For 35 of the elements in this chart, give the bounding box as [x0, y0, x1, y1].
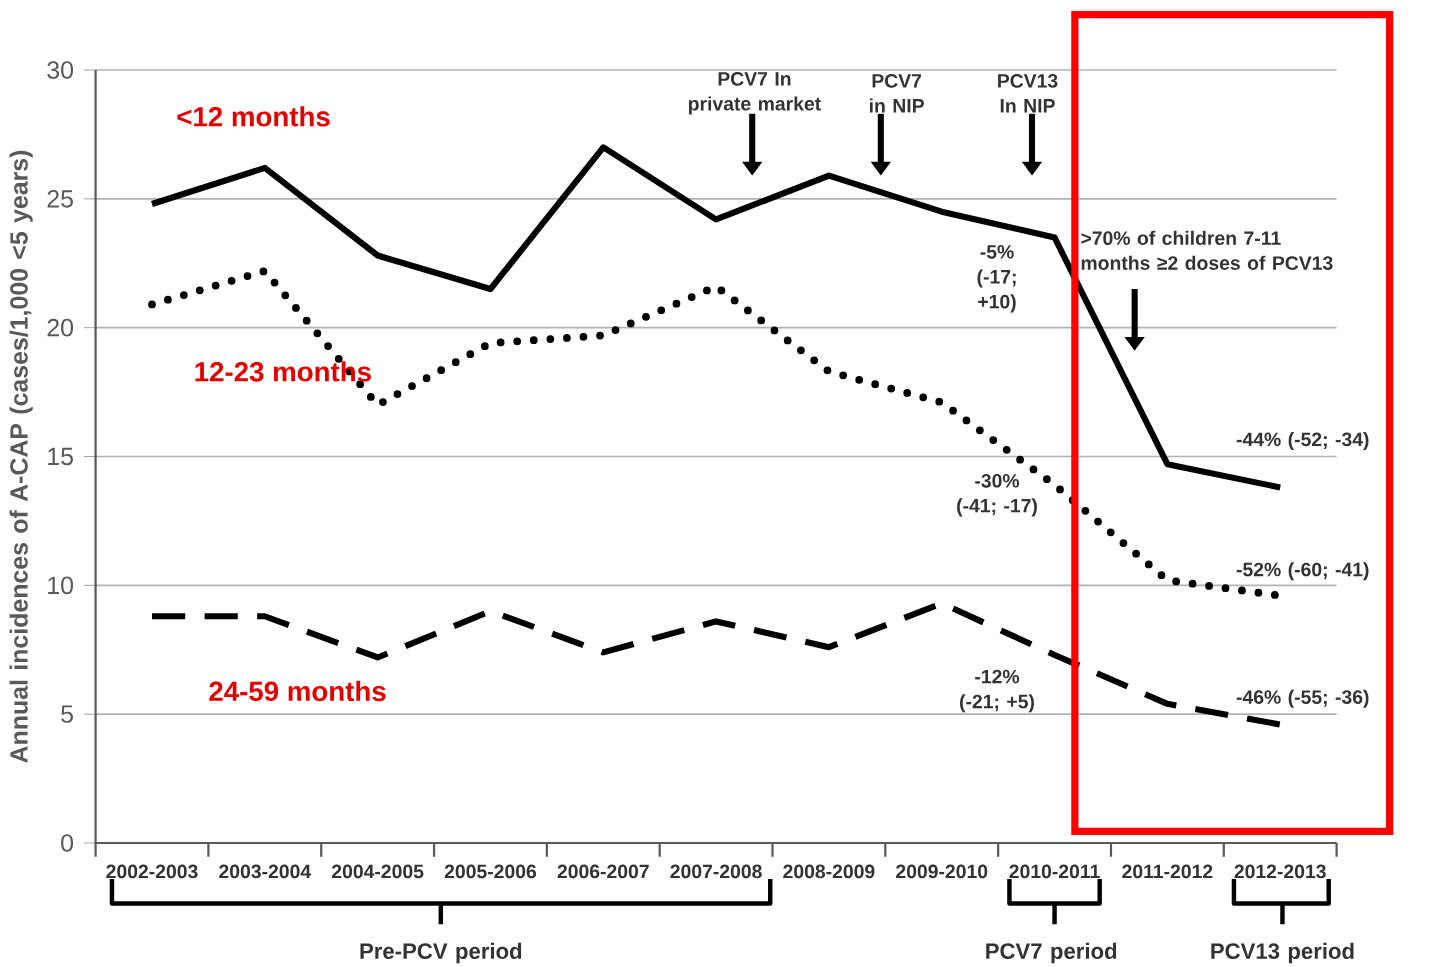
y-tick-label: 30	[47, 61, 74, 79]
y-tick-label: 10	[48, 576, 74, 595]
x-tick-label: 2012-2013	[1234, 864, 1326, 879]
x-tick-label: 2005-2006	[444, 864, 537, 879]
y-tick-label: 25	[47, 190, 73, 208]
annotation: PCV7 in NIP	[869, 74, 924, 113]
text: PCV7 period	[986, 942, 1117, 964]
x-tick-label: 2011-2012	[1122, 864, 1213, 879]
annotation: -12% (-21; +5)	[960, 669, 1034, 713]
annotation: >70% of children 7-11 months ≥2 doses of PCV13	[1081, 230, 1333, 270]
x-tick-label: 2009-2010	[896, 864, 988, 879]
series-label: <12 months	[177, 106, 330, 127]
x-tick-label: 2006-2007	[557, 864, 649, 879]
y-tick-label: 20	[47, 318, 74, 337]
x-tick-label: 2002-2003	[106, 864, 198, 879]
y-tick-label: 5	[61, 705, 73, 723]
text: PCV13 period	[1211, 942, 1354, 964]
annotation: -46% (-55; -36)	[1236, 689, 1369, 708]
annotation: PCV7 In private market	[688, 71, 821, 115]
annotation: -30% (-41; -17)	[957, 473, 1037, 517]
x-tick-label: 2007-2008	[670, 864, 762, 879]
y-tick-label: 0	[61, 834, 74, 852]
annotation: -44% (-52; -34)	[1236, 432, 1369, 451]
annotation: PCV13 In NIP	[998, 74, 1058, 113]
x-tick-label: 2008-2009	[783, 864, 875, 879]
series-label: 12-23 months	[195, 361, 371, 382]
x-tick-label: 2004-2005	[331, 864, 424, 879]
text: Pre-PCV period	[360, 942, 522, 964]
annotation: -5% (-17; +10)	[977, 245, 1016, 313]
x-tick-label: 2003-2004	[219, 864, 312, 879]
annotation: -52% (-60; -41)	[1236, 562, 1369, 581]
y-tick-label: 15	[48, 447, 73, 466]
y-axis-title: Annual incidences of A-CAP (cases/1,000 <5 years)	[9, 150, 33, 763]
x-tick-label: 2010-2011	[1009, 864, 1100, 879]
series-label: 24-59 months	[209, 680, 386, 702]
